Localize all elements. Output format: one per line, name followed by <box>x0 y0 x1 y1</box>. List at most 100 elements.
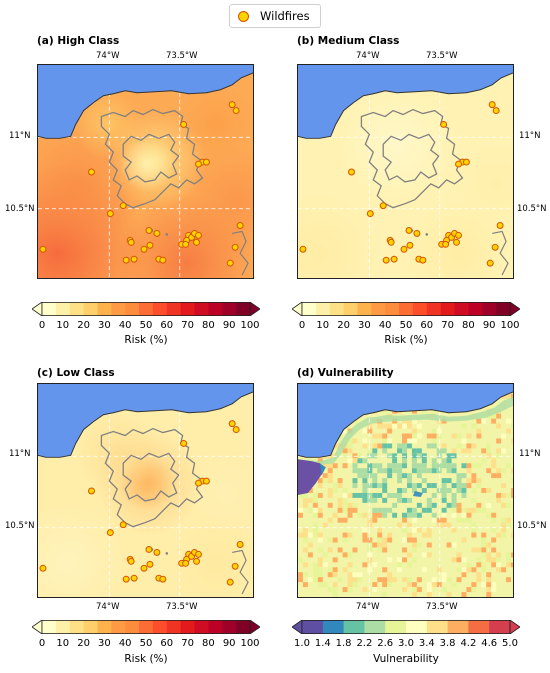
wildfire-point <box>406 241 414 249</box>
wildfire-point <box>455 231 462 239</box>
colorbar-segment <box>412 302 428 316</box>
colorbar-tick-label: 3.4 <box>418 638 435 649</box>
lat-tick-105n-d: 10.5°N <box>517 521 547 531</box>
colorbar-tick-label: 1.0 <box>294 638 310 649</box>
low-vulnerability-zone <box>298 459 324 495</box>
colorbar-segment <box>329 302 345 316</box>
lat-tick-105n-a: 10.5°N <box>5 204 35 214</box>
colorbar-extend-max <box>509 302 520 316</box>
risk-gradient-patch <box>298 193 378 278</box>
colorbar-tick-label: 30 <box>98 320 111 331</box>
colorbar-tick-label: 70 <box>181 638 194 649</box>
colorbar-tick-label: 70 <box>181 320 194 331</box>
colorbar-segment <box>302 302 317 316</box>
wildfire-point <box>145 226 153 234</box>
colorbar-tick-label: 20 <box>77 638 90 649</box>
wildfire-point <box>127 238 135 246</box>
lat-tick-11n-d: 11°N <box>519 449 541 459</box>
wildfire-point <box>440 120 448 128</box>
colorbar-segment <box>152 302 168 316</box>
colorbar-segment <box>166 302 182 316</box>
risk-gradient-patch <box>72 89 143 160</box>
panel-b-title: (b) Medium Class <box>297 35 400 47</box>
legend: Wildfires <box>229 4 321 28</box>
colorbar-segment <box>496 302 511 316</box>
wildfire-point <box>202 158 210 166</box>
wildfire-point <box>236 541 244 548</box>
wildfire-point <box>492 107 500 115</box>
risk-gradient-patch <box>38 502 128 597</box>
lon-tick-74w-d: 74°W <box>356 602 380 612</box>
colorbar-tick-label: 60 <box>160 638 174 649</box>
wildfire-point <box>146 241 154 249</box>
boundary-line <box>492 230 509 276</box>
wildfire-point <box>195 479 202 487</box>
risk-gradient-patch <box>72 408 162 498</box>
wildfire-point <box>122 575 130 583</box>
wildfire-point <box>119 521 127 529</box>
colorbar-extend-min <box>32 620 43 634</box>
colorbar-segment <box>139 302 154 316</box>
lat-tick-105n-c: 10.5°N <box>5 521 35 531</box>
colorbar-segment <box>42 302 57 316</box>
colorbar-segment <box>166 620 182 634</box>
wildfire-point <box>387 238 395 246</box>
colorbar-segment <box>97 620 112 634</box>
wildfire-point <box>390 255 398 263</box>
map-high-class <box>37 64 254 279</box>
colorbar-tick-label: 30 <box>358 320 371 331</box>
wildfire-point <box>88 487 95 495</box>
wildfire-point <box>405 226 413 234</box>
colorbar-tick-label: 50 <box>139 638 153 649</box>
colorbar-segment <box>97 302 112 316</box>
lat-tick-105n-b: 10.5°N <box>517 204 547 214</box>
colorbar-frame <box>41 302 251 316</box>
legend-label: Wildfires <box>260 9 310 23</box>
colorbar-tick-label: 5.0 <box>502 638 518 649</box>
sea-area <box>298 65 513 139</box>
colorbar-tick-label: 4.6 <box>481 638 498 649</box>
wildfire-point <box>146 560 154 568</box>
colorbar-segment <box>152 620 168 634</box>
boundary-line <box>232 230 249 276</box>
colorbar-extend-max <box>509 620 520 634</box>
colorbar-tick-label: 80 <box>202 320 215 331</box>
wildfire-point <box>195 231 202 239</box>
risk-map-high <box>38 65 253 278</box>
colorbar-tick-label: 50 <box>399 320 413 331</box>
risk-gradient-patch <box>456 144 513 224</box>
wildfire-point <box>496 222 504 229</box>
colorbar-tick-label: 100 <box>240 638 260 649</box>
panel-a-title: (a) High Class <box>37 35 120 47</box>
wildfire-point <box>130 255 138 263</box>
lon-tick-735w-a: 73.5°W <box>166 51 198 61</box>
colorbar-tick-label: 20 <box>337 320 350 331</box>
wildfire-point <box>193 238 200 246</box>
colorbar-tick-label: 3.8 <box>439 638 456 649</box>
colorbar-segment <box>399 302 414 316</box>
wildfire-point <box>442 240 450 248</box>
elevation-contour-inner <box>122 452 180 502</box>
wildfire-point <box>88 168 95 176</box>
colorbar-segment <box>454 302 469 316</box>
colorbar-segment <box>208 620 223 634</box>
wildfire-point <box>400 245 408 253</box>
wildfire-point <box>195 550 202 558</box>
colorbar-segment <box>139 620 154 634</box>
colorbar-extend-min <box>292 302 303 316</box>
map-low-class <box>37 383 254 598</box>
colorbar-segment <box>111 302 126 316</box>
elevation-contour-inner <box>122 133 180 183</box>
wildfire-point <box>180 439 188 447</box>
colorbar-tick-label: 80 <box>462 320 475 331</box>
wildfire-point <box>153 229 161 237</box>
risk-colorbar-a <box>32 302 260 316</box>
wildfire-point <box>419 256 427 264</box>
colorbar-tick-label: 0 <box>38 320 46 331</box>
colorbar-tick-label: 100 <box>240 320 260 331</box>
lon-tick-74w-b: 74°W <box>356 51 380 61</box>
wildfire-point <box>382 256 390 264</box>
colorbar-segment <box>208 302 223 316</box>
wildfire-point <box>366 210 374 218</box>
colorbar-frame <box>301 302 511 316</box>
